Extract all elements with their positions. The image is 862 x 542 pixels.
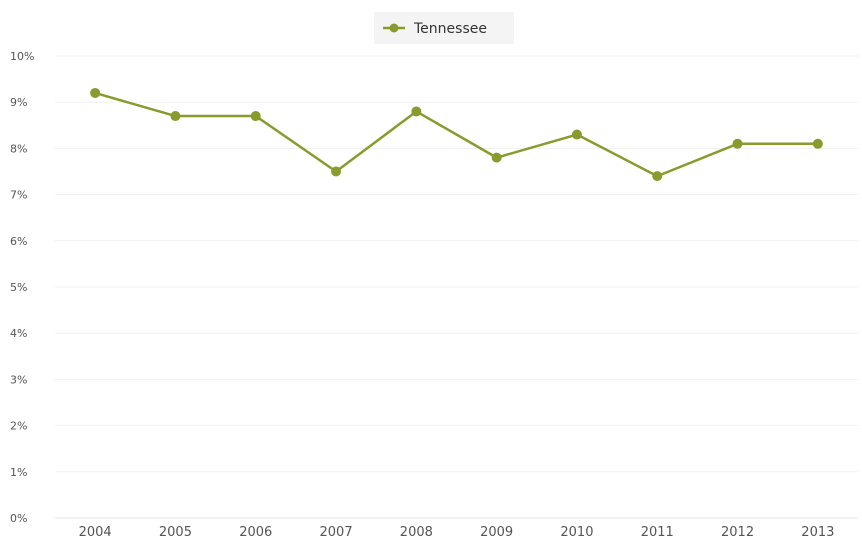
data-point[interactable] [491,152,502,163]
x-tick-label: 2007 [320,525,353,540]
y-tick-label: 2% [10,420,27,433]
data-point[interactable] [732,138,743,149]
x-tick-label: 2012 [721,525,754,540]
x-tick-label: 2008 [400,525,433,540]
y-tick-label: 0% [10,512,27,525]
data-point[interactable] [331,166,342,177]
data-point[interactable] [812,138,823,149]
y-tick-label: 1% [10,466,27,479]
data-point[interactable] [170,111,181,122]
y-tick-label: 3% [10,373,27,386]
legend[interactable]: Tennessee [374,12,514,44]
x-tick-label: 2005 [159,525,192,540]
y-axis: 0% 1% 2% 3% 4% 5% 6% 7% 8% 9% 10% [10,50,34,525]
x-tick-label: 2009 [480,525,513,540]
series-layer [90,87,823,182]
y-tick-label: 6% [10,235,27,248]
data-point[interactable] [652,171,663,182]
y-tick-label: 7% [10,189,27,202]
data-point[interactable] [250,111,261,122]
y-tick-label: 8% [10,142,27,155]
x-axis: 2004 2005 2006 2007 2008 2009 2010 2011 2012 2013 [79,525,835,540]
series-line [94,91,818,178]
x-tick-label: 2004 [79,525,112,540]
data-point[interactable] [90,87,101,98]
x-tick-label: 2013 [801,525,834,540]
y-tick-label: 4% [10,327,27,340]
legend-series-marker [389,23,399,33]
x-tick-label: 2006 [239,525,272,540]
x-tick-label: 2011 [641,525,674,540]
x-tick-label: 2010 [560,525,593,540]
y-tick-label: 9% [10,96,27,109]
grid-lines [55,55,858,519]
y-tick-label: 10% [10,50,34,63]
data-point[interactable] [571,129,582,140]
legend-background [374,12,514,44]
data-point[interactable] [411,106,422,117]
y-tick-label: 5% [10,281,27,294]
legend-series-label: Tennessee [413,21,487,37]
